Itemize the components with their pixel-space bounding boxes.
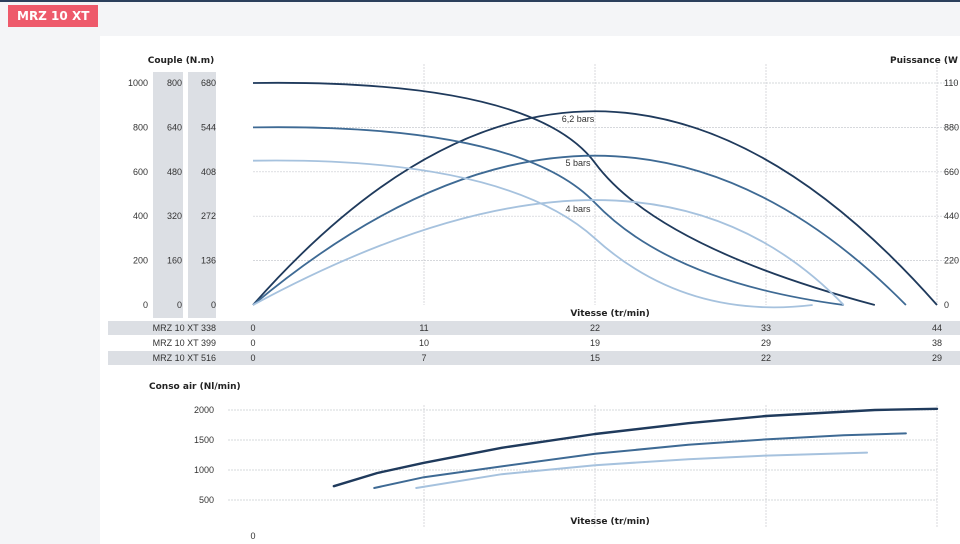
- conso-curve-0: [332, 407, 939, 488]
- conso-x-start-label: 0: [250, 531, 255, 541]
- couple-tick-label: 544: [201, 122, 216, 132]
- top-rule: [0, 0, 960, 2]
- couple-tick-label: 136: [201, 256, 216, 266]
- couple-tick-label: 680: [201, 78, 216, 88]
- conso-tick-label: 2000: [194, 405, 214, 415]
- conso-axis-title: Conso air (Nl/min): [149, 382, 241, 392]
- couple-tick-label: 800: [167, 78, 182, 88]
- couple-tick-label: 600: [133, 167, 148, 177]
- puissance-tick-label: 110: [944, 78, 958, 88]
- speed-row-tick: 33: [761, 323, 771, 333]
- couple-tick-label: 200: [133, 256, 148, 266]
- couple-tick-label: 1000: [128, 78, 148, 88]
- couple-axis-title: Couple (N.m): [148, 56, 215, 66]
- torque-curve-1: [252, 126, 844, 306]
- product-badge: MRZ 10 XT: [8, 5, 99, 27]
- speed-row-tick: 22: [761, 353, 771, 363]
- torque-curve-2: [252, 159, 813, 309]
- couple-tick-label: 272: [201, 211, 216, 221]
- series-label: 5 bars: [565, 158, 591, 168]
- power-curve-0: [252, 110, 938, 306]
- power-curve-1: [252, 154, 907, 306]
- speed-row-tick: 7: [421, 353, 426, 363]
- speed-row-tick: 38: [932, 338, 942, 348]
- couple-tick-label: 0: [211, 300, 216, 310]
- power-curve-2: [252, 199, 845, 306]
- couple-tick-label: 800: [133, 122, 148, 132]
- couple-tick-label: 0: [143, 300, 148, 310]
- conso-curve-1: [373, 432, 907, 489]
- speed-row-tick: 0: [250, 338, 255, 348]
- speed-row-band: [108, 351, 960, 365]
- torque-curve-0: [252, 81, 876, 306]
- puissance-axis-title: Puissance (W: [890, 56, 958, 66]
- speed-row-tick: 22: [590, 323, 600, 333]
- puissance-tick-label: 440: [944, 211, 959, 221]
- conso-x-axis-title: Vitesse (tr/min): [570, 517, 649, 527]
- couple-tick-label: 400: [133, 211, 148, 221]
- speed-row-tick: 29: [761, 338, 771, 348]
- speed-row-tick: 29: [932, 353, 942, 363]
- speed-row-model: MRZ 10 XT 399: [153, 338, 216, 348]
- couple-tick-label: 640: [167, 122, 182, 132]
- speed-row-tick: 11: [419, 323, 428, 333]
- puissance-tick-label: 220: [944, 256, 959, 266]
- couple-tick-label: 408: [201, 167, 216, 177]
- speed-row-model: MRZ 10 XT 516: [153, 353, 216, 363]
- couple-tick-label: 0: [177, 300, 182, 310]
- chart-panel: [100, 36, 960, 544]
- speed-row-tick: 44: [932, 323, 942, 333]
- axis-band-couple-3: [188, 72, 216, 318]
- couple-tick-label: 320: [167, 211, 182, 221]
- series-label: 6,2 bars: [562, 114, 595, 124]
- puissance-tick-label: 0: [944, 300, 949, 310]
- x-axis-title: Vitesse (tr/min): [570, 309, 649, 319]
- speed-row-band: [108, 321, 960, 335]
- speed-row-tick: 10: [419, 338, 429, 348]
- speed-row-tick: 15: [590, 353, 600, 363]
- series-label: 4 bars: [565, 204, 591, 214]
- conso-tick-label: 1000: [194, 465, 214, 475]
- conso-curve-2: [415, 451, 869, 489]
- speed-row-tick: 0: [250, 353, 255, 363]
- speed-row-tick: 19: [590, 338, 600, 348]
- puissance-tick-label: 660: [944, 167, 959, 177]
- speed-row-band: [108, 336, 960, 350]
- axis-band-couple-2: [153, 72, 183, 318]
- speed-row-tick: 0: [250, 323, 255, 333]
- couple-tick-label: 160: [167, 256, 182, 266]
- speed-row-model: MRZ 10 XT 338: [153, 323, 216, 333]
- conso-tick-label: 500: [199, 495, 214, 505]
- puissance-tick-label: 880: [944, 122, 959, 132]
- couple-tick-label: 480: [167, 167, 182, 177]
- conso-tick-label: 1500: [194, 435, 214, 445]
